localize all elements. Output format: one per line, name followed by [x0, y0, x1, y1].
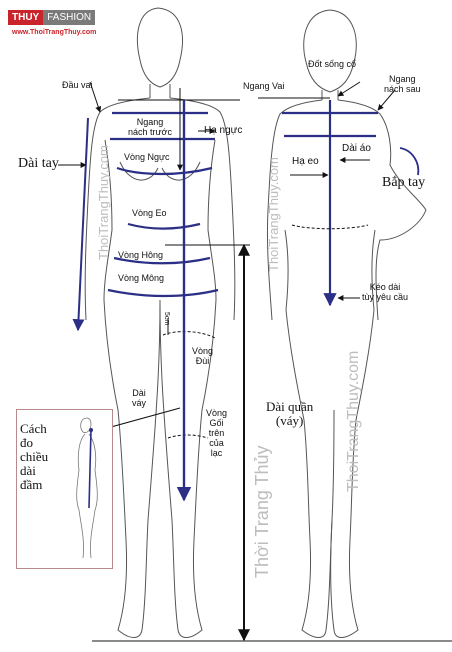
brand-part-a: THUY — [8, 10, 44, 25]
label-bap-tay: Bắp tay — [382, 175, 426, 190]
front-measure-lines — [107, 111, 219, 298]
front-thin-lines — [89, 81, 250, 439]
label-vong-goi: Vòng Gối trên của lạc — [206, 408, 228, 458]
label-vong-hong: Vòng Hông — [118, 250, 164, 260]
inset-pointer — [99, 407, 181, 431]
website-text: www.ThoiTrangThuy.com — [12, 29, 97, 36]
label-vong-dui: Vòng Đùi — [192, 346, 214, 366]
label-ngang-nach-sau: Ngang nách sau — [384, 74, 421, 94]
label-ha-eo: Hạ eo — [292, 156, 319, 167]
label-dai-vay: Dài váy — [132, 388, 147, 408]
back-measure-lines — [282, 100, 378, 307]
back-figure — [266, 9, 427, 638]
inset-figure — [76, 417, 98, 559]
label-ha-nguc: Hạ ngực — [204, 125, 243, 136]
front-figure — [84, 7, 236, 638]
label-cach-do: Cách đo chiều dài đầm — [20, 421, 49, 492]
inset-box — [16, 409, 113, 569]
watermark-4: ThoiTrangThuy.com — [345, 350, 362, 492]
watermark-1: ThoiTrangThuy.com — [96, 145, 111, 260]
watermark-2: ThoiTrangThuy.com — [266, 157, 281, 272]
label-dai-quan: Dài quần (váy) — [266, 399, 314, 428]
brand-logo: THUY FASHION — [8, 10, 96, 25]
brand-part-b: FASHION — [43, 10, 96, 25]
label-ngang-vai: Ngang Vai — [243, 81, 285, 91]
dai-tay-line — [72, 117, 89, 332]
label-dau-vai: Đầu vai — [62, 80, 93, 90]
label-ngang-nach-truoc: Ngang nách trước — [128, 117, 172, 137]
label-vong-eo: Vòng Eo — [132, 208, 167, 218]
label-dai-ao: Dài áo — [342, 143, 371, 154]
label-dot-song-co: Đốt sống cổ — [308, 59, 357, 69]
label-5cm: 5cm — [163, 312, 170, 326]
label-vong-mong: Vòng Mông — [118, 273, 165, 283]
label-dai-tay: Dài tay — [18, 156, 59, 171]
watermark-3: Thời Trang Thủy — [252, 445, 272, 578]
label-keo-dai: Kéo dài tùy yêu cầu — [362, 282, 409, 302]
label-vong-nguc: Vòng Ngực — [124, 152, 170, 162]
back-thin-lines — [258, 81, 420, 301]
